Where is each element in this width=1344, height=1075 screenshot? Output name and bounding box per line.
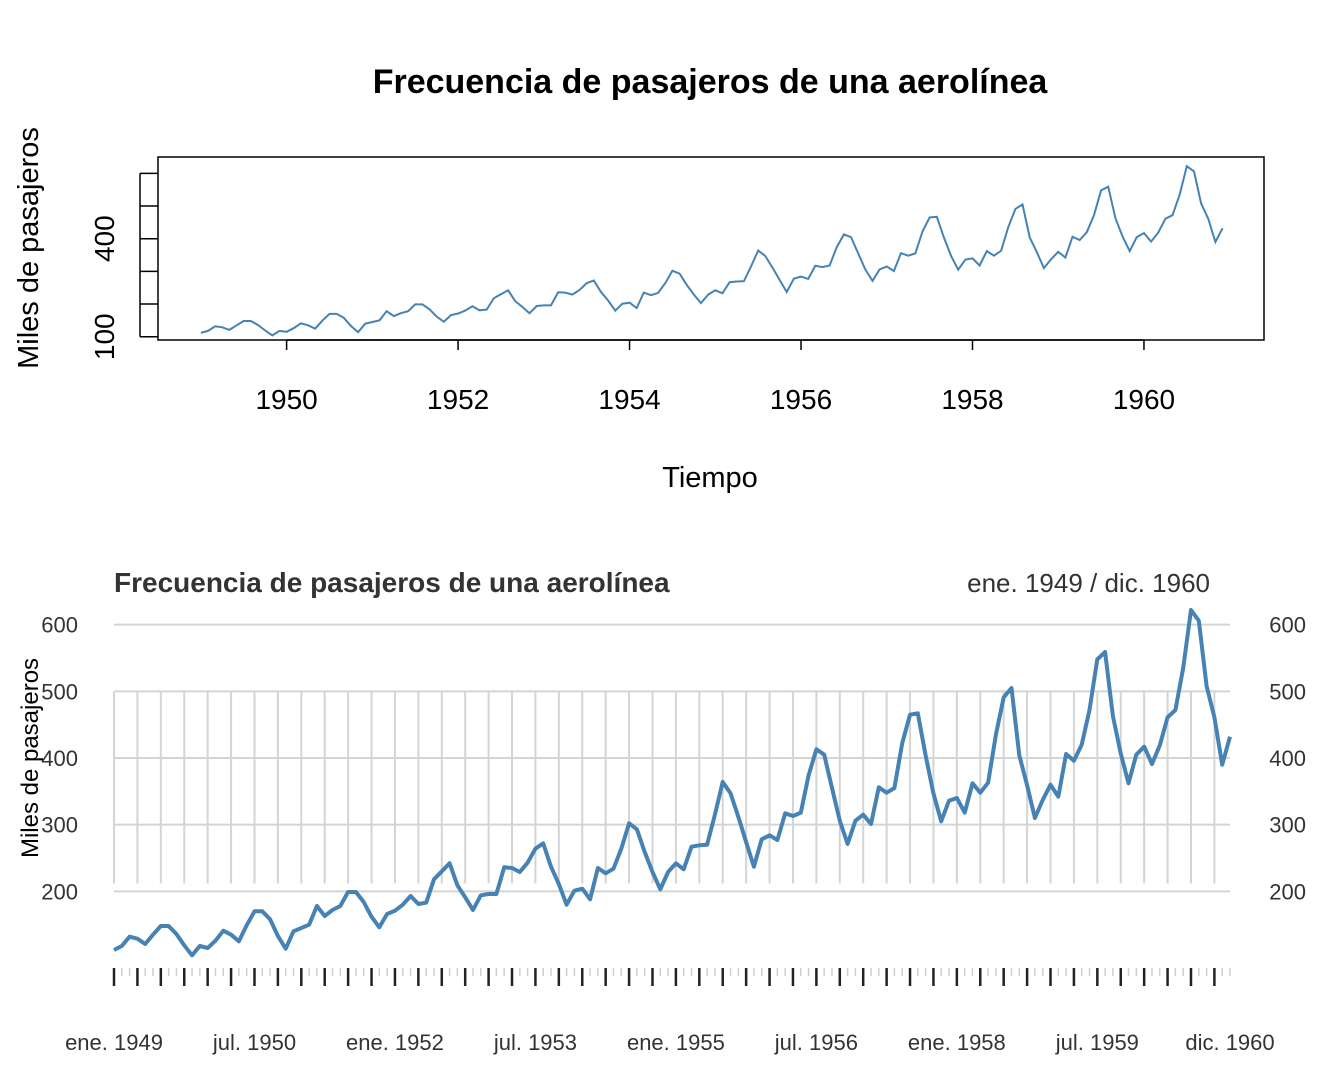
bottom-x-tick-label: ene. 1955 (627, 1030, 725, 1055)
bottom-y-tick-label-left: 400 (41, 746, 78, 771)
bottom-chart-vertical-grid (113, 691, 1216, 884)
bottom-y-tick-label-left: 200 (41, 879, 78, 904)
bottom-x-tick-label: jul. 1953 (493, 1030, 577, 1055)
bottom-x-tick-label: jul. 1956 (774, 1030, 858, 1055)
bottom-y-tick-label-right: 500 (1269, 679, 1306, 704)
top-x-tick-label: 1950 (255, 384, 317, 415)
bottom-y-tick-label-left: 300 (41, 813, 78, 838)
bottom-chart-date-range: ene. 1949 / dic. 1960 (967, 568, 1210, 598)
bottom-y-tick-label-left: 600 (41, 613, 78, 638)
top-chart-series-line (200, 164, 1224, 337)
top-x-tick-label: 1956 (770, 384, 832, 415)
bottom-x-tick-label: ene. 1949 (65, 1030, 163, 1055)
bottom-chart-y-label: Miles de pasajeros (17, 658, 44, 858)
top-y-tick-label: 100 (89, 313, 120, 360)
top-x-tick-label: 1958 (941, 384, 1003, 415)
top-x-tick-label: 1960 (1113, 384, 1175, 415)
top-chart-y-axis: 100 400 (89, 172, 158, 360)
top-chart-x-label: Tiempo (662, 462, 758, 494)
bottom-chart-horizontal-grid (114, 623, 1230, 893)
top-chart: Frecuencia de pasajeros de una aerolínea… (13, 63, 1265, 494)
bottom-y-tick-label-right: 600 (1269, 613, 1306, 638)
bottom-chart-y-axis: 200 200 300 300 400 400 500 500 600 600 (41, 613, 1306, 905)
bottom-chart: Frecuencia de pasajeros de una aerolínea… (17, 567, 1306, 1055)
bottom-chart-series-line (113, 608, 1232, 958)
bottom-x-tick-label: ene. 1952 (346, 1030, 444, 1055)
bottom-chart-title: Frecuencia de pasajeros de una aerolínea (114, 567, 670, 598)
bottom-x-tick-label: ene. 1958 (908, 1030, 1006, 1055)
bottom-y-tick-label-right: 300 (1269, 813, 1306, 838)
bottom-x-tick-label: dic. 1960 (1185, 1030, 1274, 1055)
top-x-tick-label: 1954 (598, 384, 660, 415)
top-chart-x-axis: 1950 1952 1954 1956 1958 1960 (255, 339, 1175, 415)
bottom-y-tick-label-right: 200 (1269, 879, 1306, 904)
top-x-tick-label: 1952 (427, 384, 489, 415)
top-chart-plot-box (157, 156, 1265, 341)
top-chart-y-label: Miles de pasajeros (13, 127, 45, 369)
top-chart-title: Frecuencia de pasajeros de una aerolínea (373, 63, 1049, 101)
bottom-x-tick-label: jul. 1950 (212, 1030, 296, 1055)
bottom-y-tick-label-right: 400 (1269, 746, 1306, 771)
bottom-y-tick-label-left: 500 (41, 679, 78, 704)
bottom-chart-x-axis: ene. 1949 jul. 1950 ene. 1952 jul. 1953 ene.… (65, 968, 1275, 1055)
bottom-x-tick-label: jul. 1959 (1055, 1030, 1139, 1055)
top-y-tick-label: 400 (89, 215, 120, 262)
